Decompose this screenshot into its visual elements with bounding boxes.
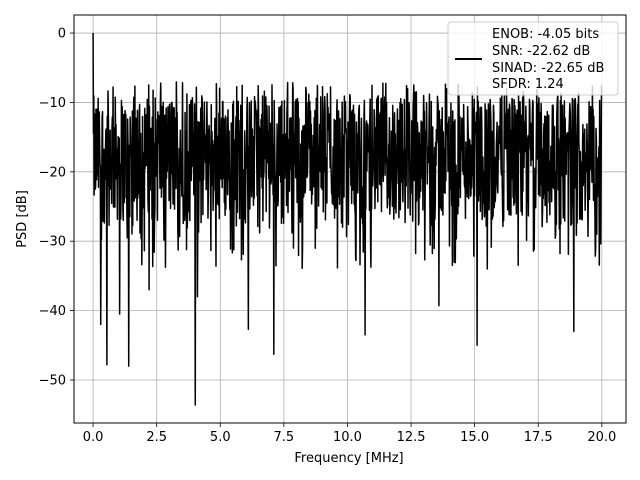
x-tick-label: 15.0 <box>460 430 489 445</box>
y-axis-label: PSD [dB] <box>15 190 30 248</box>
x-tick-label: 12.5 <box>397 430 426 445</box>
legend: ENOB: -4.05 bits SNR: -22.62 dB SINAD: -… <box>447 21 619 96</box>
y-tick-label: −40 <box>39 304 66 319</box>
y-tick-label: −10 <box>39 96 66 111</box>
plot-frame <box>73 14 627 424</box>
legend-sinad: SINAD: -22.65 dB <box>492 61 604 76</box>
x-tick-label: 17.5 <box>524 430 553 445</box>
x-tick-label: 5.0 <box>210 430 231 445</box>
x-tick-label: 0.0 <box>83 430 104 445</box>
x-tick-label: 20.0 <box>587 430 616 445</box>
y-tick-label: −50 <box>39 373 66 388</box>
x-tick-label: 2.5 <box>146 430 167 445</box>
legend-box <box>447 21 619 96</box>
psd-line <box>92 33 603 406</box>
y-axis-ticks: 0 −10 −20 −30 −40 −50 <box>39 27 74 388</box>
legend-sfdr: SFDR: 1.24 <box>492 77 564 92</box>
x-tick-label: 10.0 <box>333 430 362 445</box>
x-axis-ticks: 0.0 2.5 5.0 7.5 10.0 12.5 15.0 17.5 20.0 <box>83 423 616 445</box>
x-tick-label: 7.5 <box>274 430 295 445</box>
x-axis-label: Frequency [MHz] <box>294 451 403 466</box>
legend-enob: ENOB: -4.05 bits <box>492 27 599 42</box>
y-tick-label: 0 <box>58 27 66 42</box>
y-tick-label: −30 <box>39 235 66 250</box>
legend-snr: SNR: -22.62 dB <box>492 44 590 59</box>
psd-series <box>92 33 603 406</box>
y-tick-label: −20 <box>39 165 66 180</box>
